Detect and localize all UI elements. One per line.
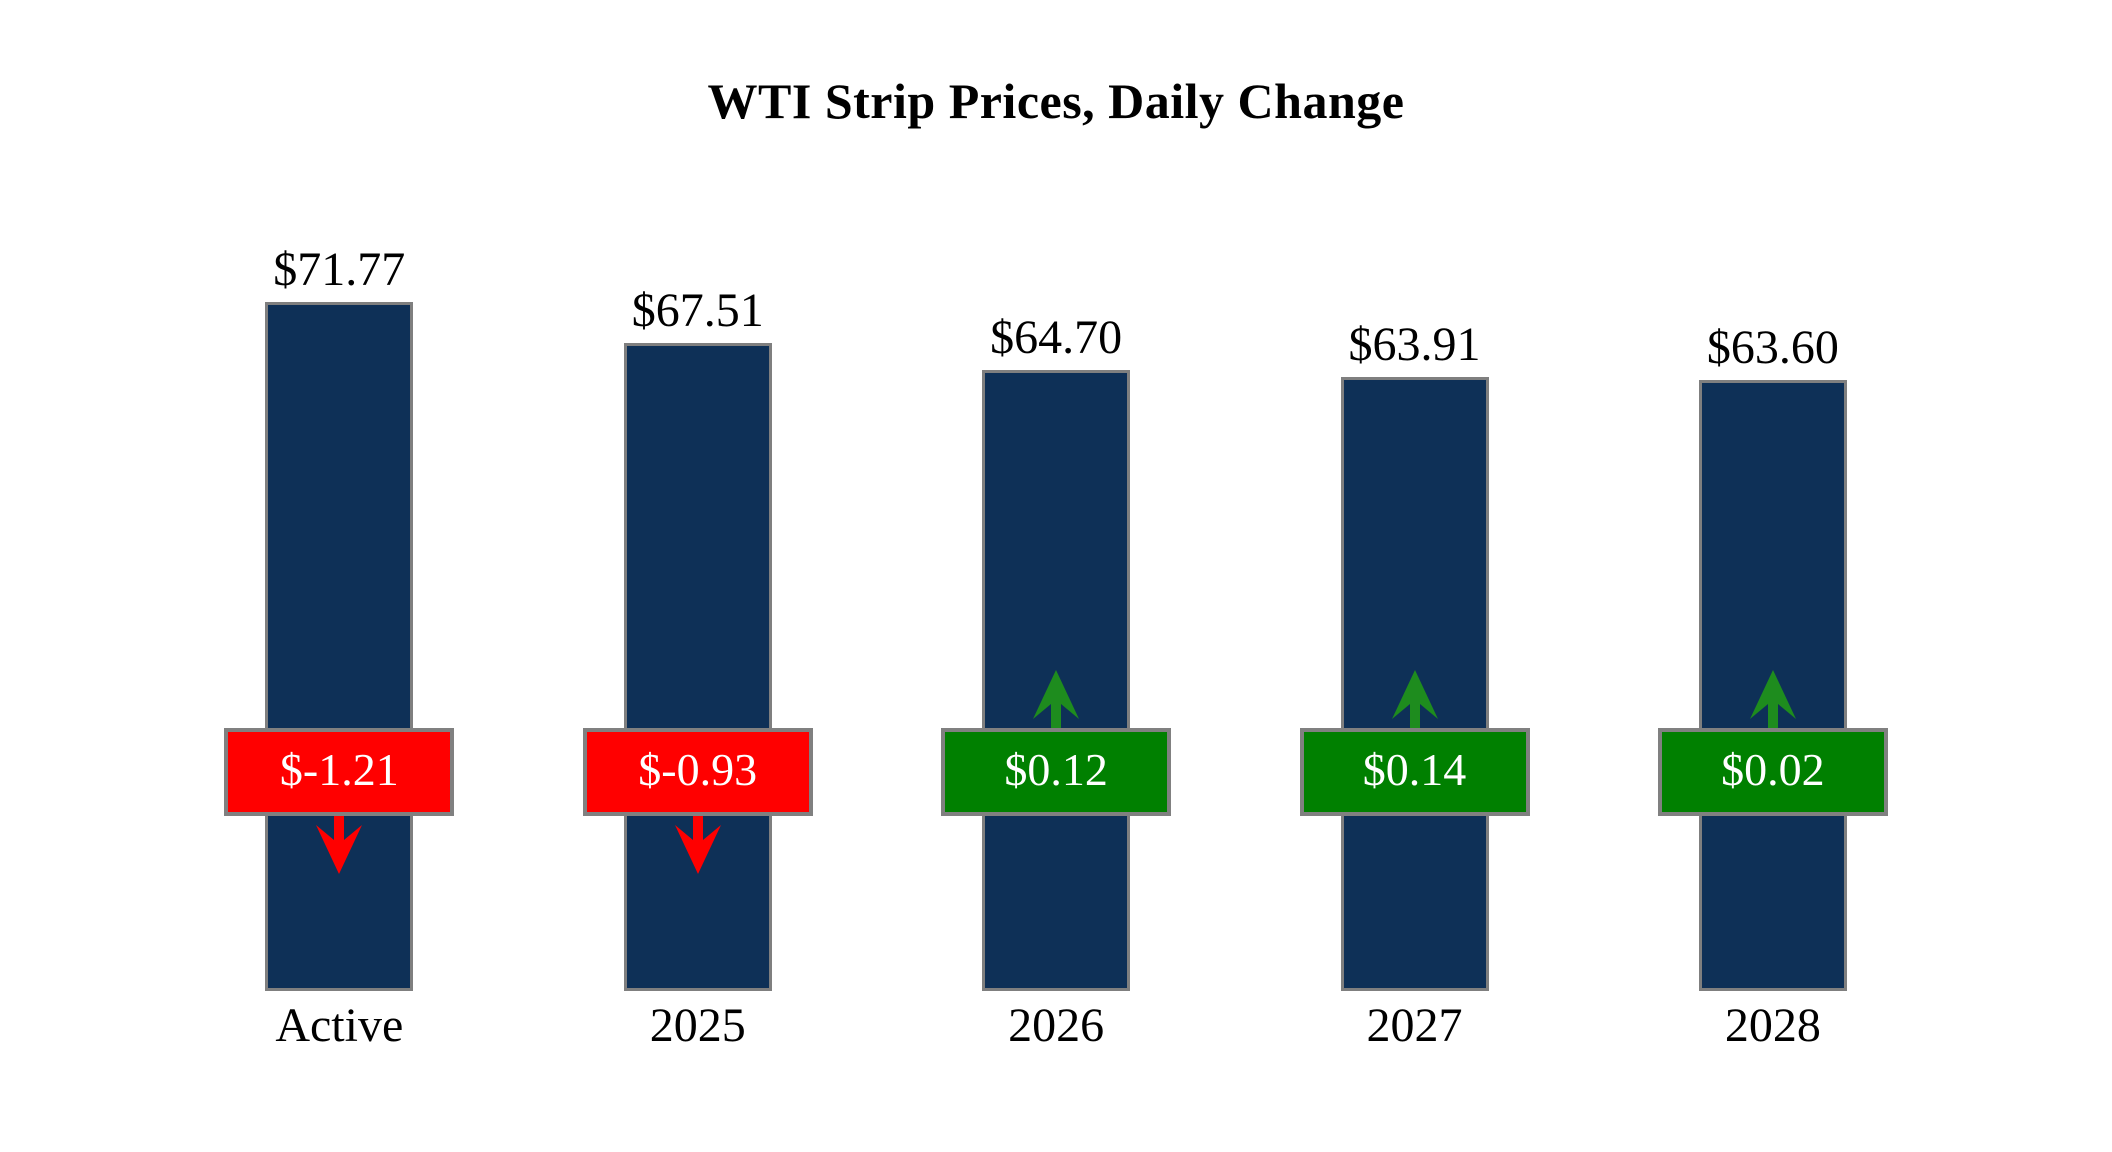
up-arrow-icon — [1391, 670, 1438, 728]
bar-column: $67.51 $-0.93 2025 — [519, 0, 877, 1152]
bar-column: $71.77 $-1.21 Active — [160, 0, 518, 1152]
change-badge: $0.14 — [1299, 728, 1530, 816]
up-arrow-icon — [1033, 670, 1080, 728]
price-label: $71.77 — [273, 243, 406, 296]
price-label: $63.60 — [1706, 321, 1839, 375]
bar-column: $63.60 $0.02 2028 — [1594, 0, 1952, 1152]
change-badge: $0.02 — [1657, 728, 1888, 816]
down-arrow-icon — [316, 816, 363, 874]
bar-column: $63.91 $0.14 2027 — [1236, 0, 1594, 1152]
price-bar — [265, 302, 414, 991]
price-label: $67.51 — [631, 283, 764, 337]
bar-column: $64.70 $0.12 2026 — [877, 0, 1235, 1152]
category-label: 2025 — [649, 999, 746, 1052]
change-badge: $0.12 — [941, 728, 1172, 816]
category-label: 2028 — [1724, 999, 1821, 1052]
chart-title: WTI Strip Prices, Daily Change — [707, 73, 1405, 129]
price-label: $63.91 — [1348, 318, 1481, 372]
category-label: 2026 — [1008, 999, 1105, 1052]
category-label: 2027 — [1366, 999, 1463, 1052]
change-badge: $-0.93 — [582, 728, 813, 816]
category-label: Active — [275, 999, 404, 1052]
up-arrow-icon — [1749, 670, 1796, 728]
price-bar — [623, 342, 772, 991]
change-badge: $-1.21 — [224, 728, 455, 816]
price-label: $64.70 — [990, 310, 1123, 364]
down-arrow-icon — [674, 816, 721, 874]
